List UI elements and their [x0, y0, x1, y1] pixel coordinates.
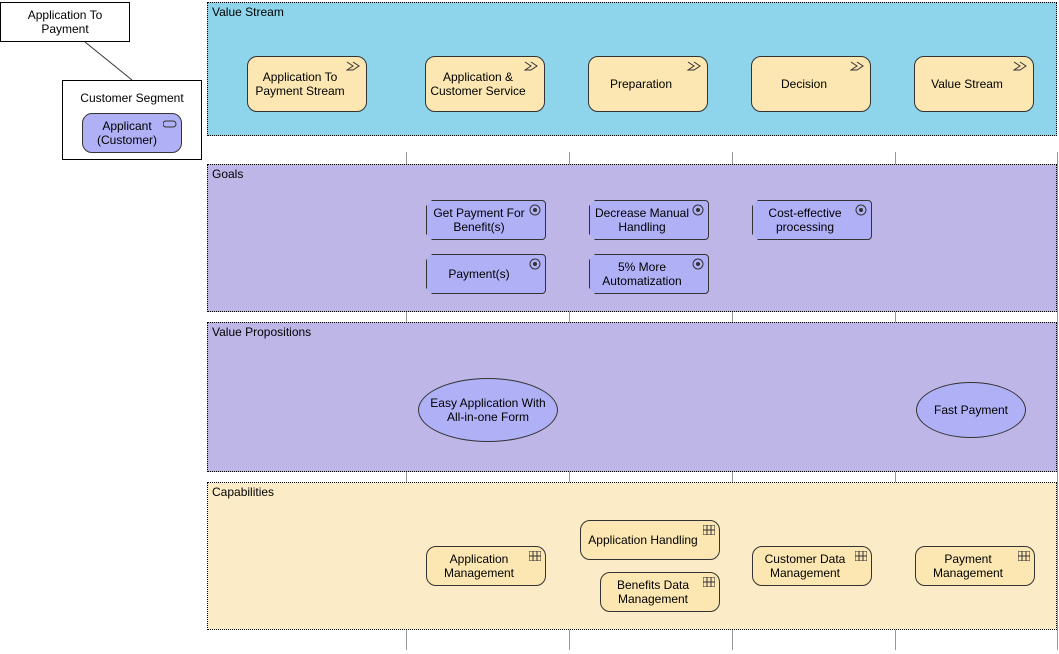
- cap-customer-data: Customer Data Management: [752, 546, 872, 586]
- vs-item-label: Preparation: [610, 77, 672, 91]
- vs-item-value-stream: Value Stream: [914, 56, 1034, 112]
- capability-icon: [1018, 550, 1030, 560]
- target-icon: [529, 204, 541, 216]
- chevron-right-icon: [687, 61, 701, 71]
- target-icon: [529, 258, 541, 270]
- target-icon: [692, 204, 704, 216]
- vp-fast-payment: Fast Payment: [916, 382, 1026, 438]
- cap-label: Application Management: [431, 552, 527, 580]
- title-text: Application To Payment: [3, 8, 127, 36]
- goal-decrease-manual: Decrease Manual Handling: [589, 200, 709, 240]
- applicant-actor: Applicant (Customer): [82, 113, 182, 153]
- cap-application-handling: Application Handling: [580, 520, 720, 560]
- col-divider: [1057, 152, 1058, 650]
- value-stream-label: Value Stream: [208, 3, 288, 21]
- goal-get-payment: Get Payment For Benefit(s): [426, 200, 546, 240]
- chevron-right-icon: [346, 61, 360, 71]
- vs-item-app-customer-service: Application & Customer Service: [425, 56, 545, 112]
- goal-label: Cost-effective processing: [757, 206, 853, 234]
- actor-icon: [163, 117, 177, 125]
- cap-label: Application Handling: [588, 533, 697, 547]
- vs-item-decision: Decision: [751, 56, 871, 112]
- capability-icon: [855, 550, 867, 560]
- vs-item-preparation: Preparation: [588, 56, 708, 112]
- cap-label: Customer Data Management: [757, 552, 853, 580]
- goal-label: Get Payment For Benefit(s): [431, 206, 527, 234]
- goal-cost-effective: Cost-effective processing: [752, 200, 872, 240]
- chevron-right-icon: [850, 61, 864, 71]
- capability-icon: [703, 524, 715, 534]
- cap-application-management: Application Management: [426, 546, 546, 586]
- chevron-right-icon: [1013, 61, 1027, 71]
- cap-label: Payment Management: [920, 552, 1016, 580]
- goal-label: Payment(s): [448, 267, 509, 281]
- vp-easy-application: Easy Application With All-in-one Form: [418, 378, 558, 442]
- cap-payment-management: Payment Management: [915, 546, 1035, 586]
- capability-icon: [703, 576, 715, 586]
- customer-segment-label: Customer Segment: [65, 87, 199, 105]
- title-box: Application To Payment: [0, 2, 130, 42]
- value-propositions-label: Value Propositions: [208, 323, 315, 341]
- target-icon: [692, 258, 704, 270]
- cap-benefits-data: Benefits Data Management: [600, 572, 720, 612]
- vs-item-application-to-payment: Application To Payment Stream: [247, 56, 367, 112]
- goal-automatization: 5% More Automatization: [589, 254, 709, 294]
- target-icon: [855, 204, 867, 216]
- customer-segment-box: Customer Segment Applicant (Customer): [62, 80, 202, 160]
- archimate-diagram: Application To Payment Customer Segment …: [0, 0, 1059, 654]
- vs-item-label: Decision: [781, 77, 827, 91]
- goal-label: 5% More Automatization: [594, 260, 690, 288]
- applicant-label: Applicant (Customer): [91, 119, 163, 147]
- goal-label: Decrease Manual Handling: [594, 206, 690, 234]
- vp-label: Easy Application With All-in-one Form: [427, 396, 549, 424]
- goal-payments: Payment(s): [426, 254, 546, 294]
- capabilities-label: Capabilities: [208, 483, 278, 501]
- goals-label: Goals: [208, 165, 247, 183]
- vp-label: Fast Payment: [934, 403, 1008, 417]
- chevron-right-icon: [524, 61, 538, 71]
- vs-item-label: Value Stream: [931, 77, 1003, 91]
- vs-item-label: Application To Payment Stream: [252, 70, 348, 98]
- cap-label: Benefits Data Management: [605, 578, 701, 606]
- capability-icon: [529, 550, 541, 560]
- vs-item-label: Application & Customer Service: [430, 70, 526, 98]
